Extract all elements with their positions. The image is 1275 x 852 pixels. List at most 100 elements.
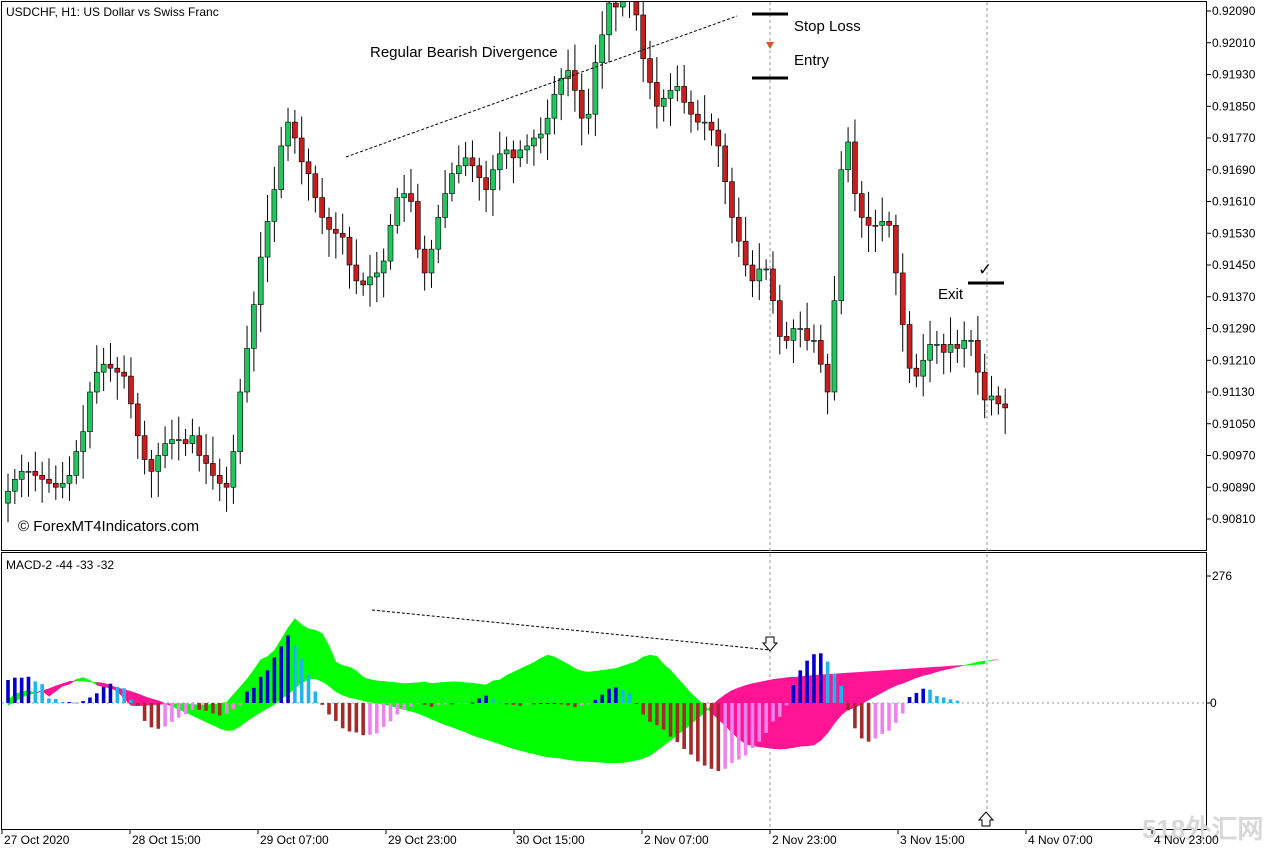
macd-hist-bar-pos (81, 701, 85, 703)
macd-hist-bar-neg (395, 703, 400, 715)
macd-hist-bar-neg (504, 703, 509, 705)
bull-candle (169, 439, 175, 444)
bear-candle (1002, 403, 1008, 409)
price-axis: 0.92090 0.92010 0.91930 0.91850 0.91770 0.916… (1207, 4, 1256, 526)
macd-hist-bar-neg (388, 703, 393, 722)
macd-indicator-label: MACD-2 -44 -33 -32 (6, 558, 114, 572)
bull-candle (257, 256, 264, 305)
bear-candle (647, 58, 653, 83)
macd-hist-bar-neg (723, 703, 727, 769)
sell-signal-arrow (766, 42, 774, 49)
macd-hist-bar-pos (812, 654, 816, 703)
macd-signal-band (567, 663, 576, 761)
bull-candle (845, 141, 851, 171)
macd-hist-bar-neg (525, 703, 529, 705)
macd-hist-bar-neg (873, 703, 878, 739)
macd-hist-bar-pos (26, 676, 31, 703)
macd-hist-bar-neg (648, 703, 652, 722)
macd-hist-bar-neg (217, 703, 222, 716)
macd-hist-bar-neg (443, 703, 447, 705)
macd-signal-band (478, 683, 487, 740)
bull-candle (490, 169, 496, 190)
macd-hist-bar-pos (252, 687, 256, 703)
macd-buy-arrow-icon (977, 811, 995, 827)
macd-hist-bar-pos (101, 686, 106, 703)
bear-candle (906, 324, 913, 369)
macd-signal-band (560, 660, 569, 760)
bear-candle (913, 367, 920, 377)
macd-hist-bar-pos (19, 677, 24, 703)
divergence-label: Regular Bearish Divergence (370, 44, 558, 61)
bull-candle (428, 248, 435, 274)
macd-signal-band (909, 668, 917, 681)
macd-hist-bar-pos (313, 691, 318, 703)
macd-hist-bar-neg (757, 703, 762, 742)
macd-hist-bar-pos (941, 697, 946, 703)
bull-candle (872, 225, 879, 227)
bear-candle (148, 459, 155, 472)
macd-hist-bar-pos (491, 698, 495, 703)
macd-signal-band (383, 681, 391, 707)
bear-candle (886, 221, 892, 226)
macd-signal-band (533, 657, 542, 756)
bear-candle (346, 236, 353, 266)
bull-candle (585, 113, 592, 119)
macd-hist-bar-neg (846, 703, 850, 711)
time-tick-label: 4 Nov 07:00 (1028, 833, 1093, 847)
macd-hist-bar-neg (682, 703, 686, 750)
macd-hist-bar-neg (347, 703, 352, 732)
bear-candle (107, 363, 114, 369)
macd-sell-arrow-icon (761, 636, 779, 652)
macd-signal-band (424, 681, 432, 720)
macd-signal-band (492, 679, 501, 745)
bear-candle (852, 141, 858, 194)
bear-candle (858, 193, 865, 218)
macd-signal-band (335, 661, 343, 696)
macd-hist-bar-neg (381, 703, 386, 727)
macd-hist-bar-neg (566, 703, 570, 706)
macd-hist-bar-pos (129, 699, 133, 703)
macd-hist-bar-neg (135, 703, 140, 706)
bull-candle (455, 165, 462, 175)
bull-candle (25, 471, 32, 473)
macd-signal-band (581, 670, 589, 762)
macd-hist-bar-neg (197, 703, 202, 710)
macd-hist-bar-neg (764, 703, 768, 733)
macd-hist-bar-neg (894, 703, 898, 723)
macd-hist-bar-pos (122, 688, 126, 703)
macd-histogram (6, 635, 960, 772)
bull-candle (961, 340, 968, 349)
macd-hist-bar-neg (532, 703, 536, 705)
bull-candle (264, 221, 271, 258)
macd-hist-bar-pos (948, 699, 953, 703)
bear-candle (216, 475, 223, 484)
macd-signal-band (431, 682, 439, 723)
bear-candle (633, 2, 640, 16)
macd-hist-bar-neg (361, 703, 365, 736)
bear-candle (940, 344, 947, 353)
bull-candle (947, 344, 954, 353)
bull-candle (59, 482, 66, 488)
bear-candle (654, 82, 660, 107)
macd-signal-band (342, 665, 350, 698)
macd-hist-bar-pos (935, 696, 939, 703)
macd-hist-bar-pos (13, 677, 17, 703)
bear-candle (640, 14, 646, 59)
macd-hist-bar-pos (791, 685, 796, 703)
macd-hist-bar-neg (559, 703, 564, 705)
macd-hist-bar-pos (607, 688, 611, 703)
macd-signal-band (458, 681, 466, 733)
bull-candle (244, 348, 250, 393)
macd-hist-bar-neg (456, 703, 461, 704)
macd-hist-bar-neg (368, 703, 372, 735)
macd-signal-band (943, 665, 951, 671)
bear-candle (305, 161, 312, 175)
macd-hist-bar-pos (600, 694, 605, 703)
macd-hist-bar-neg (634, 703, 639, 704)
macd-hist-bar-pos (306, 674, 311, 703)
bear-candle (715, 129, 722, 147)
price-tick-label: 0.91770 (1212, 131, 1256, 145)
macd-hist-bar-neg (190, 703, 195, 710)
bear-candle (414, 201, 421, 250)
